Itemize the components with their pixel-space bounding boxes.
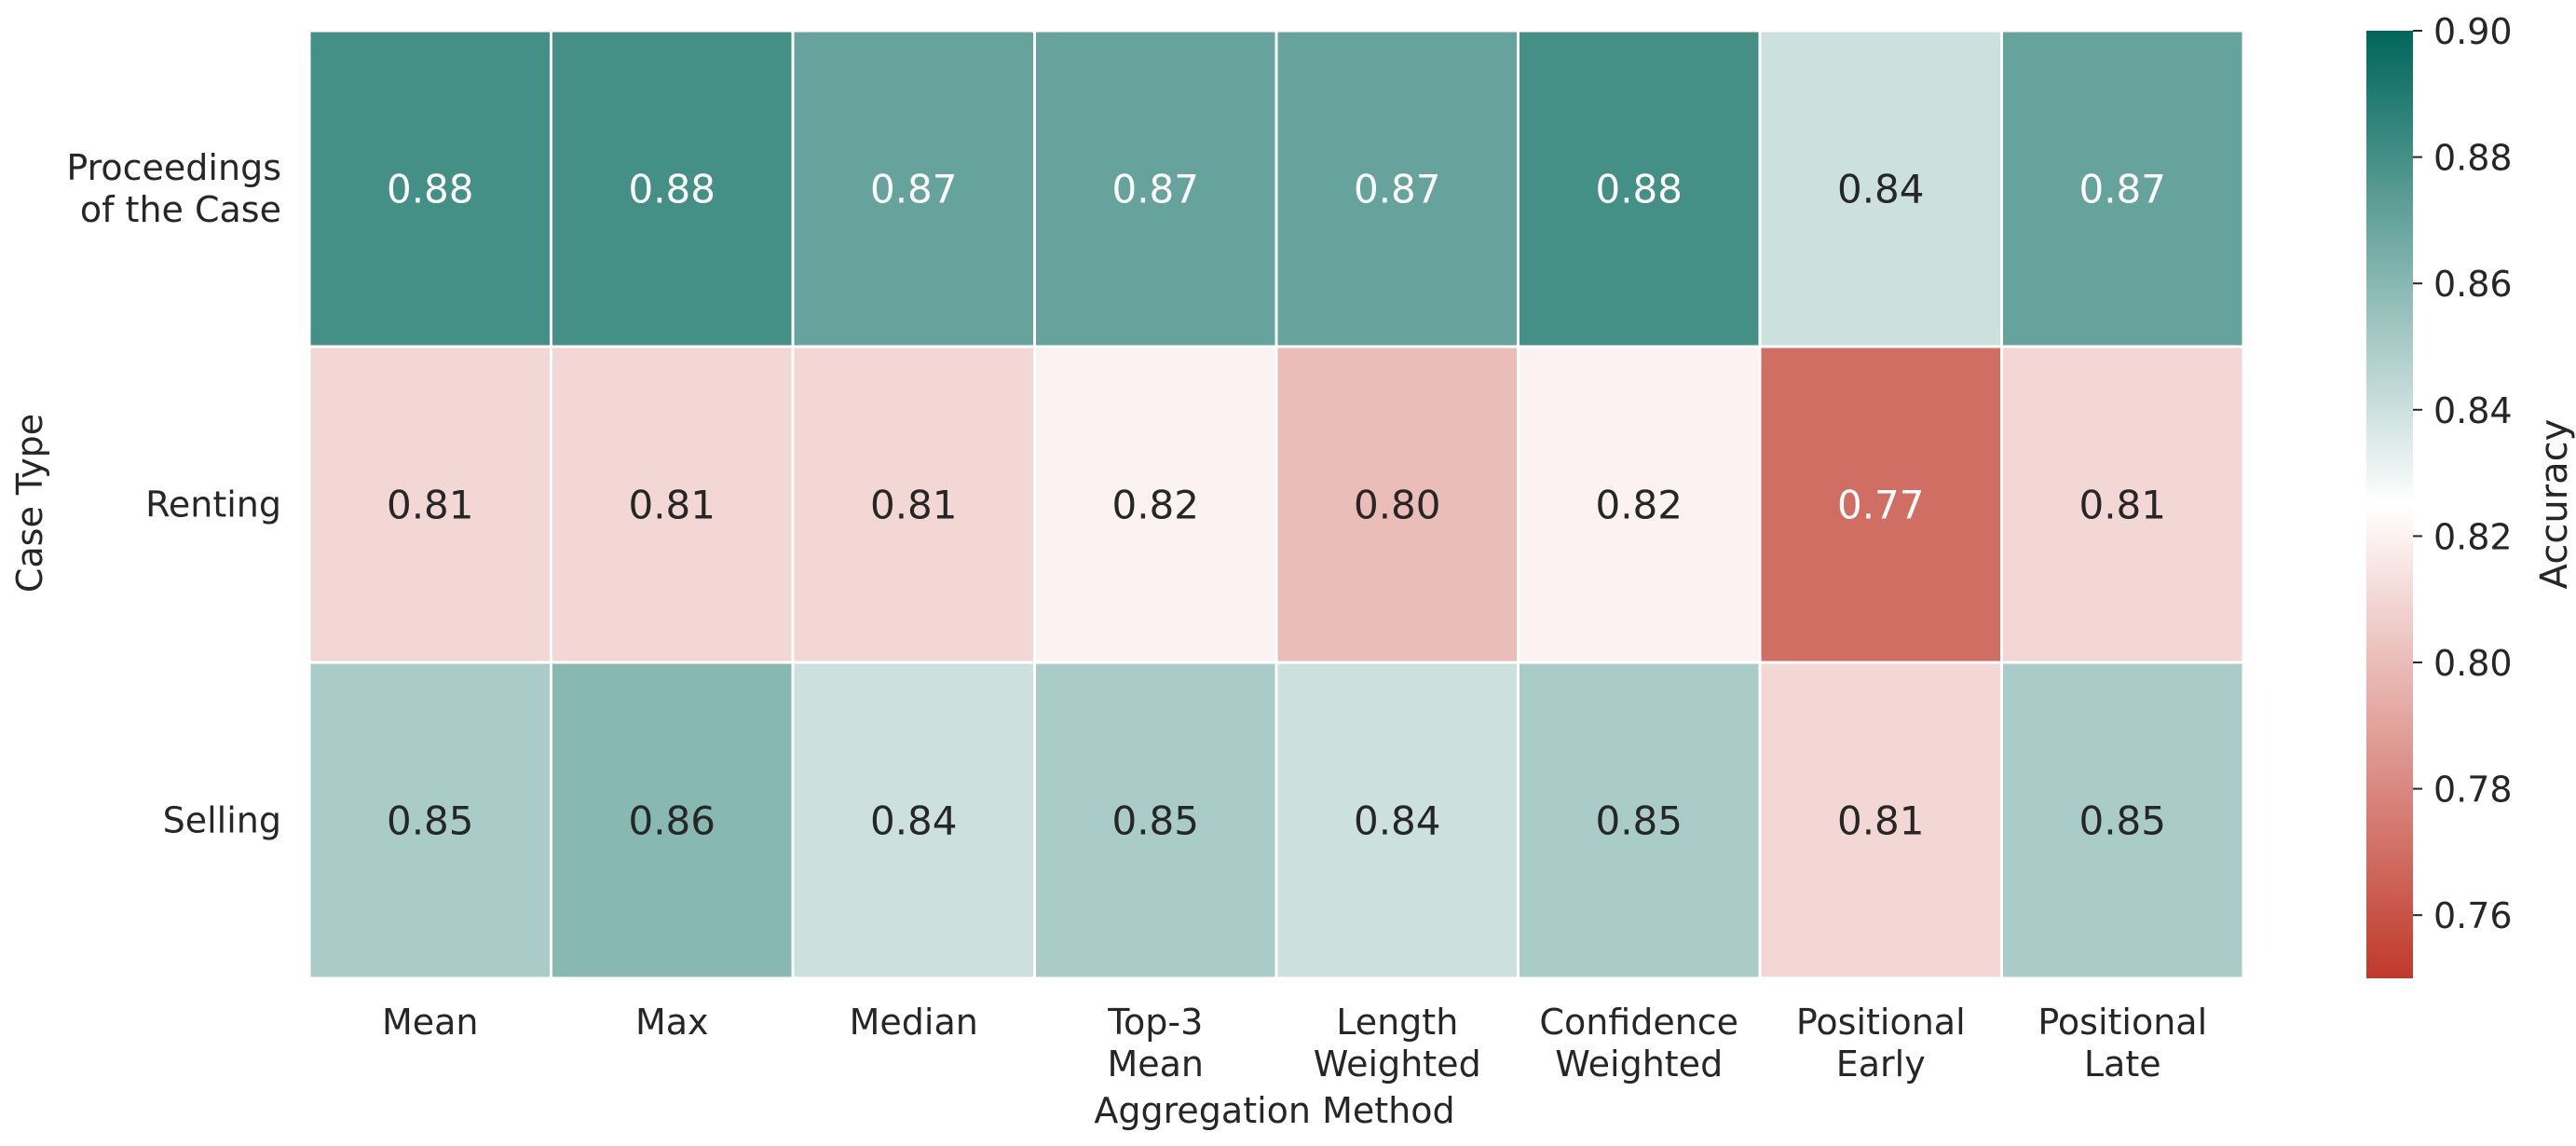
heatmap-cell	[1033, 661, 1278, 980]
cell-value-label: 0.88	[1595, 167, 1683, 212]
heatmap-cell	[1517, 345, 1762, 664]
y-tick-labels: Proceedings of the Case Renting Selling	[66, 147, 281, 841]
heatmap-cell	[1274, 345, 1520, 664]
cell-value-label: 0.88	[387, 167, 474, 212]
cell-value-label: 0.88	[628, 167, 716, 212]
heatmap-cell	[1758, 661, 2003, 980]
cell-value-label: 0.87	[1111, 167, 1199, 212]
x-tick-label-line: Mean	[1107, 1044, 1204, 1085]
x-tick-label-line: Length	[1336, 1002, 1458, 1043]
colorbar-tick-label: 0.82	[2433, 516, 2513, 557]
cell-value-label: 0.81	[870, 483, 958, 528]
colorbar-tick-label: 0.80	[2433, 643, 2513, 684]
heatmap-cell	[1517, 661, 1762, 980]
x-tick-label-line: Top-3	[1107, 1002, 1203, 1043]
heatmap-cell	[1758, 345, 2003, 664]
colorbar-tick-label: 0.88	[2433, 138, 2513, 179]
cell-value-label: 0.85	[1111, 798, 1199, 844]
cell-value-label: 0.81	[387, 483, 474, 528]
x-tick-label-line: Median	[850, 1002, 978, 1043]
x-tick-label: Max	[635, 1002, 709, 1043]
colorbar-tick-label: 0.76	[2433, 895, 2513, 936]
y-axis-title: Case Type	[9, 414, 50, 593]
heatmap-cell	[550, 661, 795, 980]
x-tick-label-line: Weighted	[1314, 1044, 1481, 1085]
heatmap-cell	[791, 661, 1036, 980]
x-tick-label: Positional Early	[1796, 1002, 1966, 1085]
y-tick-label-line: Renting	[145, 484, 281, 525]
heatmap-cells	[307, 29, 2245, 980]
y-tick-label: Selling	[163, 800, 281, 841]
x-tick-label-line: Late	[2084, 1044, 2161, 1085]
heatmap-cell	[550, 29, 795, 348]
cell-value-label: 0.86	[628, 798, 716, 844]
heatmap-cell	[1033, 345, 1278, 664]
colorbar-tick-label: 0.84	[2433, 390, 2513, 431]
colorbar-ticks: 0.76 0.78 0.80 0.82 0.84 0.86 0.88 0.90	[2413, 11, 2513, 936]
x-tick-label-line: Confidence	[1539, 1002, 1738, 1043]
cell-value-label: 0.85	[1595, 798, 1683, 844]
heatmap-cell	[307, 29, 552, 348]
cell-value-label: 0.77	[1837, 483, 1925, 528]
x-tick-label: Median	[850, 1002, 978, 1043]
cell-value-label: 0.84	[1837, 167, 1925, 212]
cell-value-label: 0.82	[1111, 483, 1199, 528]
heatmap-cell	[307, 661, 552, 980]
cell-value-labels: 0.88 0.88 0.87 0.87 0.87 0.88 0.84 0.87 0.81 0.81…	[387, 167, 2166, 844]
x-tick-label-line: Mean	[382, 1002, 479, 1043]
cell-value-label: 0.87	[870, 167, 958, 212]
cell-value-label: 0.81	[2079, 483, 2166, 528]
cell-value-label: 0.81	[1837, 798, 1925, 844]
colorbar-tick-label: 0.86	[2433, 264, 2513, 305]
heatmap-cell	[1517, 29, 1762, 348]
heatmap-cell	[1274, 29, 1520, 348]
colorbar-tick-label: 0.90	[2433, 11, 2513, 52]
cell-value-label: 0.87	[1354, 167, 1441, 212]
y-tick-label: Proceedings of the Case	[66, 147, 281, 230]
x-tick-label: Confidence Weighted	[1539, 1002, 1738, 1085]
colorbar-title: Accuracy	[2533, 419, 2576, 590]
cell-value-label: 0.81	[628, 483, 716, 528]
heatmap-cell	[1033, 29, 1278, 348]
x-tick-label: Length Weighted	[1314, 1002, 1481, 1085]
heatmap-cell	[2000, 29, 2245, 348]
cell-value-label: 0.85	[2079, 798, 2166, 844]
heatmap-cell	[2000, 345, 2245, 664]
heatmap-cell	[2000, 661, 2245, 980]
cell-value-label: 0.87	[2079, 167, 2166, 212]
cell-value-label: 0.80	[1354, 483, 1441, 528]
heatmap-cell	[1274, 661, 1520, 980]
x-tick-label-line: Early	[1836, 1044, 1926, 1085]
x-tick-label: Mean	[382, 1002, 479, 1043]
cell-value-label: 0.85	[387, 798, 474, 844]
x-tick-label: Positional Late	[2038, 1002, 2207, 1085]
colorbar	[2366, 31, 2413, 978]
colorbar-tick-label: 0.78	[2433, 770, 2513, 811]
heatmap-cell	[550, 345, 795, 664]
x-tick-label-line: Positional	[1796, 1002, 1966, 1043]
cell-value-label: 0.82	[1595, 483, 1683, 528]
y-tick-label-line: of the Case	[80, 189, 281, 230]
x-tick-label-line: Max	[635, 1002, 709, 1043]
y-tick-label: Renting	[145, 484, 281, 525]
y-tick-label-line: Proceedings	[66, 147, 281, 188]
x-tick-label-line: Weighted	[1555, 1044, 1723, 1085]
heatmap-cell	[791, 29, 1036, 348]
y-tick-label-line: Selling	[163, 800, 281, 841]
x-axis-title: Aggregation Method	[1094, 1090, 1454, 1131]
cell-value-label: 0.84	[870, 798, 958, 844]
x-tick-label-line: Positional	[2038, 1002, 2207, 1043]
cell-value-label: 0.84	[1354, 798, 1441, 844]
x-tick-label: Top-3 Mean	[1107, 1002, 1204, 1085]
